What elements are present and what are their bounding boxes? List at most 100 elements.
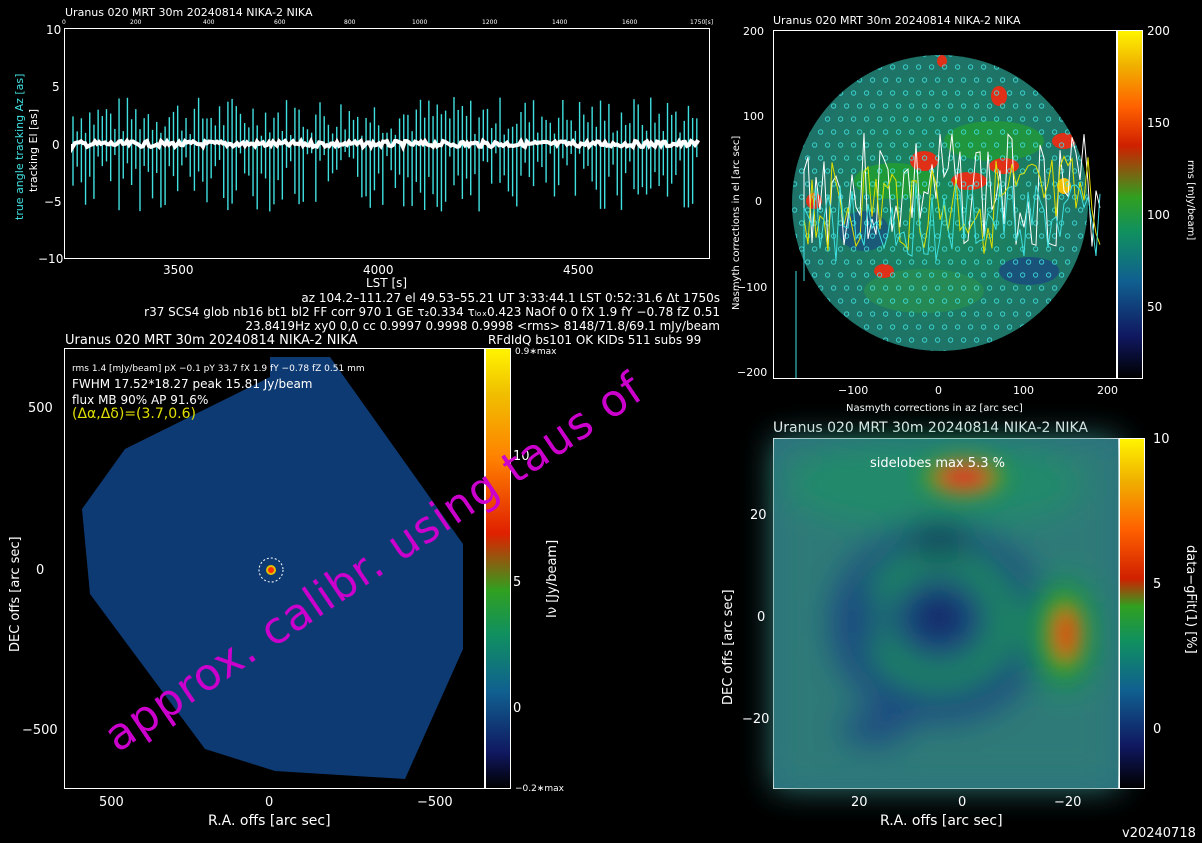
detector-dot <box>1026 364 1030 368</box>
detector-dot <box>1104 286 1108 290</box>
detector-dot <box>1039 103 1045 109</box>
detector-dot <box>961 77 967 83</box>
detector-dot <box>825 350 831 351</box>
detector-dot <box>786 117 790 121</box>
rms-plot-frame <box>773 30 1117 379</box>
detector-dot <box>870 103 876 109</box>
detector-dot <box>955 90 961 96</box>
detector-dot <box>1007 350 1013 351</box>
detector-dot <box>1091 260 1095 264</box>
detector-dot <box>1091 286 1095 290</box>
map-colorbar <box>485 348 511 789</box>
detector-dot <box>968 350 974 351</box>
detector-dot <box>799 272 805 278</box>
beam-cbar-tick-5: 5 <box>1153 577 1162 592</box>
rms-xtick-200: 200 <box>1097 384 1118 397</box>
detector-dot <box>922 285 928 291</box>
detector-dot <box>1026 155 1032 161</box>
detector-dot <box>883 55 889 57</box>
detector-dot <box>890 350 896 351</box>
detector-dot <box>851 298 857 304</box>
detector-dot <box>1020 64 1026 70</box>
top-tick: 1600 <box>622 19 638 26</box>
tracking-ytick-m5: −5 <box>44 195 62 209</box>
detector-dot <box>831 103 837 109</box>
tracking-xtick-3500: 3500 <box>163 263 194 277</box>
detector-dot <box>1104 208 1108 212</box>
detector-dot <box>935 55 941 57</box>
detector-dot <box>1000 129 1006 135</box>
detector-dot <box>877 272 883 278</box>
detector-dot <box>786 39 790 43</box>
detector-dot <box>1072 90 1078 96</box>
detector-dot <box>1111 299 1115 303</box>
detector-dot <box>896 55 902 57</box>
detector-dot <box>851 272 857 278</box>
detector-dot <box>870 337 876 343</box>
detector-dot <box>981 116 987 122</box>
detector-dot <box>877 350 883 351</box>
detector-dot <box>974 181 980 187</box>
detector-dot <box>1013 285 1019 291</box>
detector-dot <box>805 364 809 368</box>
tracking-ytick-5: 5 <box>52 80 60 94</box>
detector-dot <box>851 246 857 252</box>
detector-dot <box>1000 311 1006 317</box>
detector-dot <box>961 103 967 109</box>
detector-dot <box>922 311 928 317</box>
detector-dot <box>818 103 824 109</box>
detector-dot <box>838 324 844 330</box>
rms-ytick-0: 0 <box>755 195 762 208</box>
map-cbar-tick-5: 5 <box>513 575 522 590</box>
detector-dot <box>883 129 889 135</box>
detector-dot <box>916 90 922 96</box>
detector-dot <box>896 311 902 317</box>
detector-dot <box>903 298 909 304</box>
detector-dot <box>1065 77 1071 83</box>
detector-dot <box>1091 364 1095 368</box>
detector-dot <box>987 285 993 291</box>
map-plot-frame <box>64 348 485 789</box>
detector-dot <box>805 311 811 317</box>
detector-dot <box>994 39 998 43</box>
detector-dot <box>786 195 790 199</box>
beam-xtick-20: 20 <box>851 795 868 810</box>
detector-dot <box>1078 259 1084 265</box>
detector-dot <box>1098 247 1102 251</box>
detector-dot <box>1091 78 1095 82</box>
detector-dot <box>1039 364 1043 368</box>
detector-dot <box>1020 194 1026 200</box>
detector-dot <box>903 194 909 200</box>
detector-dot <box>948 77 954 83</box>
detector-dot <box>909 103 915 109</box>
detector-dot <box>1059 298 1065 304</box>
detector-dot <box>968 39 972 43</box>
beam-colorbar <box>1119 438 1145 789</box>
detector-dot <box>864 116 870 122</box>
map-flux-line: flux MB 90% AP 91.6% <box>72 393 209 407</box>
beam-ylabel: DEC offs [arc sec] <box>721 589 736 705</box>
detector-dot <box>1000 259 1006 265</box>
detector-dot <box>1098 91 1102 95</box>
detector-dot <box>1000 155 1006 161</box>
detector-dot <box>974 364 978 368</box>
detector-dot <box>1039 77 1045 83</box>
detector-dot <box>1007 298 1013 304</box>
detector-dot <box>929 246 935 252</box>
detector-dot <box>935 181 941 187</box>
detector-dot <box>1104 338 1108 342</box>
detector-dot <box>1033 298 1039 304</box>
detector-dot <box>922 77 928 83</box>
detector-dot <box>922 259 928 265</box>
detector-dot <box>831 337 837 343</box>
detector-dot <box>786 351 790 355</box>
tracking-ytick-m10: −10 <box>38 252 64 266</box>
detector-dot <box>805 55 811 57</box>
detector-dot <box>825 64 831 70</box>
detector-dot <box>1059 272 1065 278</box>
detector-dot <box>981 298 987 304</box>
detector-dot <box>851 142 857 148</box>
detector-dot <box>786 247 790 251</box>
detector-dot <box>1007 39 1011 43</box>
detector-dot <box>1046 64 1052 70</box>
